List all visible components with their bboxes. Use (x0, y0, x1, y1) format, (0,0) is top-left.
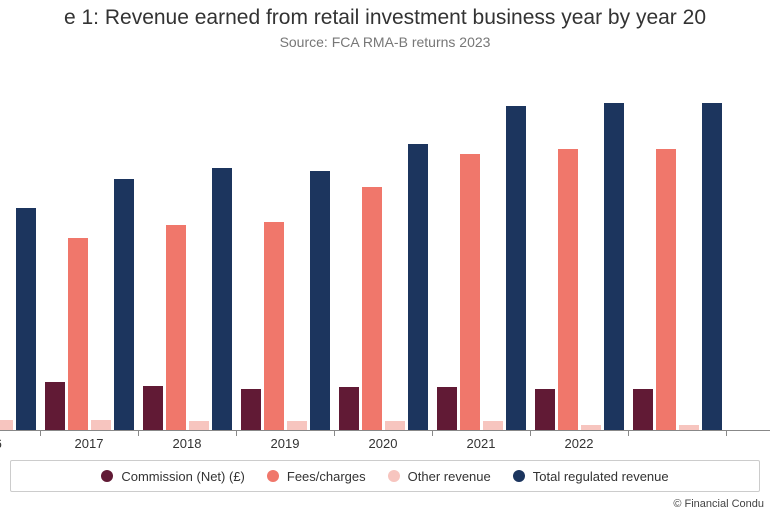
legend-item-commission: Commission (Net) (£) (101, 469, 245, 484)
bar-total (16, 208, 36, 430)
x-label: 2017 (75, 436, 104, 451)
legend: Commission (Net) (£) Fees/charges Other … (10, 460, 760, 492)
bar-total (310, 171, 330, 430)
bar-fees (264, 222, 284, 430)
bar-commission (241, 389, 261, 430)
chart-subtitle: Source: FCA RMA-B returns 2023 (0, 34, 770, 50)
legend-item-fees: Fees/charges (267, 469, 366, 484)
bar-other (385, 421, 405, 430)
bar-fees (362, 187, 382, 430)
bar-commission (437, 387, 457, 430)
plot-area (0, 68, 770, 430)
x-label: 2022 (565, 436, 594, 451)
legend-label: Commission (Net) (£) (121, 469, 245, 484)
legend-label: Total regulated revenue (533, 469, 669, 484)
x-label: 2018 (173, 436, 202, 451)
legend-swatch (388, 470, 400, 482)
bar-total (212, 168, 232, 430)
x-tick (628, 430, 629, 436)
bar-fees (558, 149, 578, 430)
bar-total (702, 103, 722, 430)
chart-title: e 1: Revenue earned from retail investme… (0, 0, 770, 30)
x-tick (726, 430, 727, 436)
x-tick (432, 430, 433, 436)
bar-fees (166, 225, 186, 430)
credit-line: © Financial Condu (673, 498, 764, 510)
x-axis: 016 2017 2018 2019 2020 2021 2022 (0, 430, 770, 454)
bar-other (287, 421, 307, 430)
bar-fees (68, 238, 88, 430)
x-label: 2019 (271, 436, 300, 451)
bar-commission (535, 389, 555, 430)
bar-other (483, 421, 503, 430)
legend-swatch (267, 470, 279, 482)
bar-other (0, 420, 13, 430)
bar-commission (339, 387, 359, 430)
legend-label: Fees/charges (287, 469, 366, 484)
x-tick (334, 430, 335, 436)
bars-container (0, 68, 770, 430)
bar-fees (460, 154, 480, 430)
bar-total (114, 179, 134, 430)
bar-total (506, 106, 526, 430)
legend-item-other: Other revenue (388, 469, 491, 484)
bar-fees (656, 149, 676, 430)
x-tick (40, 430, 41, 436)
x-tick (236, 430, 237, 436)
x-tick (138, 430, 139, 436)
bar-total (408, 144, 428, 430)
x-label: 2021 (467, 436, 496, 451)
x-label: 2020 (369, 436, 398, 451)
x-tick (530, 430, 531, 436)
bar-commission (143, 386, 163, 430)
legend-label: Other revenue (408, 469, 491, 484)
bar-other (91, 420, 111, 430)
legend-swatch (101, 470, 113, 482)
bar-other (189, 421, 209, 430)
bar-total (604, 103, 624, 430)
bar-commission (45, 382, 65, 430)
legend-swatch (513, 470, 525, 482)
bar-commission (633, 389, 653, 430)
legend-item-total: Total regulated revenue (513, 469, 669, 484)
x-label: 016 (0, 436, 2, 451)
